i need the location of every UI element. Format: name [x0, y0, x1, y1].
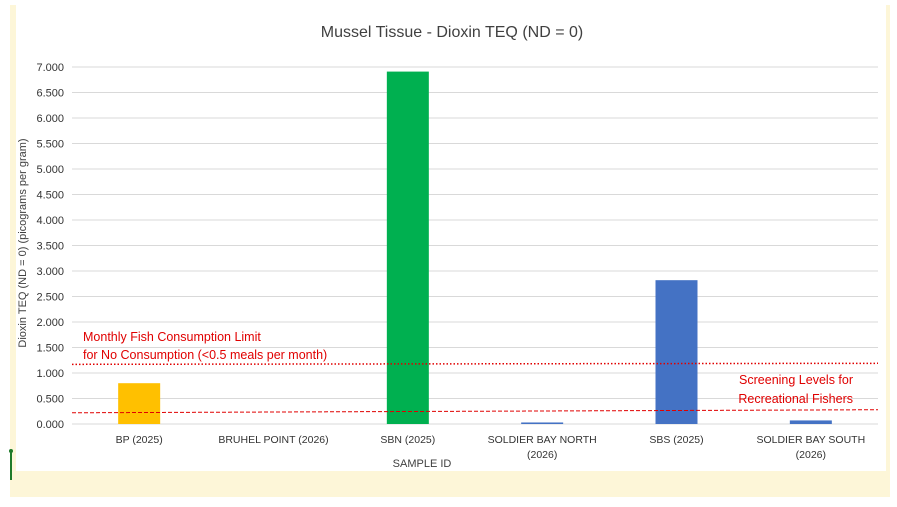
green-marker: [10, 450, 12, 480]
x-tick-label: SBN (2025): [380, 434, 435, 446]
y-tick-label: 3.000: [36, 266, 64, 278]
y-tick-labels: 0.000 0.500 1.000 1.500 2.000 2.500 3.000 3.500…: [36, 62, 64, 431]
y-tick-label: 5.000: [36, 164, 64, 176]
y-tick-label: 0.000: [36, 419, 64, 431]
screening-level-line: [71, 409, 879, 414]
bar: [521, 422, 564, 424]
x-tick-labels: BP (2025) BRUHEL POINT (2026) SBN (2025) SO…: [116, 434, 866, 461]
x-tick-label: SOLDIER BAY SOUTH: [756, 434, 865, 446]
y-tick-label: 4.500: [36, 190, 64, 202]
green-marker-dot: [9, 449, 13, 453]
screening-level-label: Screening Levels for: [739, 373, 853, 387]
y-tick-label: 2.500: [36, 292, 64, 304]
gridlines: [72, 66, 878, 425]
x-tick-label: (2026): [527, 449, 557, 461]
reference-lines: Monthly Fish Consumption Limit for No Con…: [71, 330, 879, 414]
x-tick-label: (2026): [796, 449, 826, 461]
bar: [118, 383, 161, 424]
x-axis-label: SAMPLE ID: [393, 458, 452, 470]
y-tick-label: 3.500: [36, 241, 64, 253]
y-axis-label: Dioxin TEQ (ND = 0) (picograms per gram): [17, 138, 29, 347]
x-tick-label: SOLDIER BAY NORTH: [488, 434, 597, 446]
x-tick-label: SBS (2025): [649, 434, 703, 446]
x-tick-label: BRUHEL POINT (2026): [218, 434, 328, 446]
y-tick-label: 6.500: [36, 88, 64, 100]
y-tick-label: 1.000: [36, 368, 64, 380]
y-tick-label: 5.500: [36, 139, 64, 151]
bar: [655, 280, 698, 424]
y-tick-label: 2.000: [36, 317, 64, 329]
screening-level-label: Recreational Fishers: [738, 392, 853, 406]
bar: [386, 71, 429, 424]
bars: [118, 71, 832, 424]
bar: [789, 420, 832, 424]
consumption-limit-label: Monthly Fish Consumption Limit: [83, 330, 261, 344]
chart-title: Mussel Tissue - Dioxin TEQ (ND = 0): [321, 24, 583, 41]
y-tick-label: 6.000: [36, 113, 64, 125]
consumption-limit-line: [71, 362, 879, 366]
x-tick-label: BP (2025): [116, 434, 163, 446]
y-tick-label: 1.500: [36, 343, 64, 355]
consumption-limit-label: for No Consumption (<0.5 meals per month…: [83, 348, 327, 362]
y-tick-label: 0.500: [36, 394, 64, 406]
y-tick-label: 4.000: [36, 215, 64, 227]
y-tick-label: 7.000: [36, 62, 64, 74]
chart-plot-area: [16, 5, 886, 471]
